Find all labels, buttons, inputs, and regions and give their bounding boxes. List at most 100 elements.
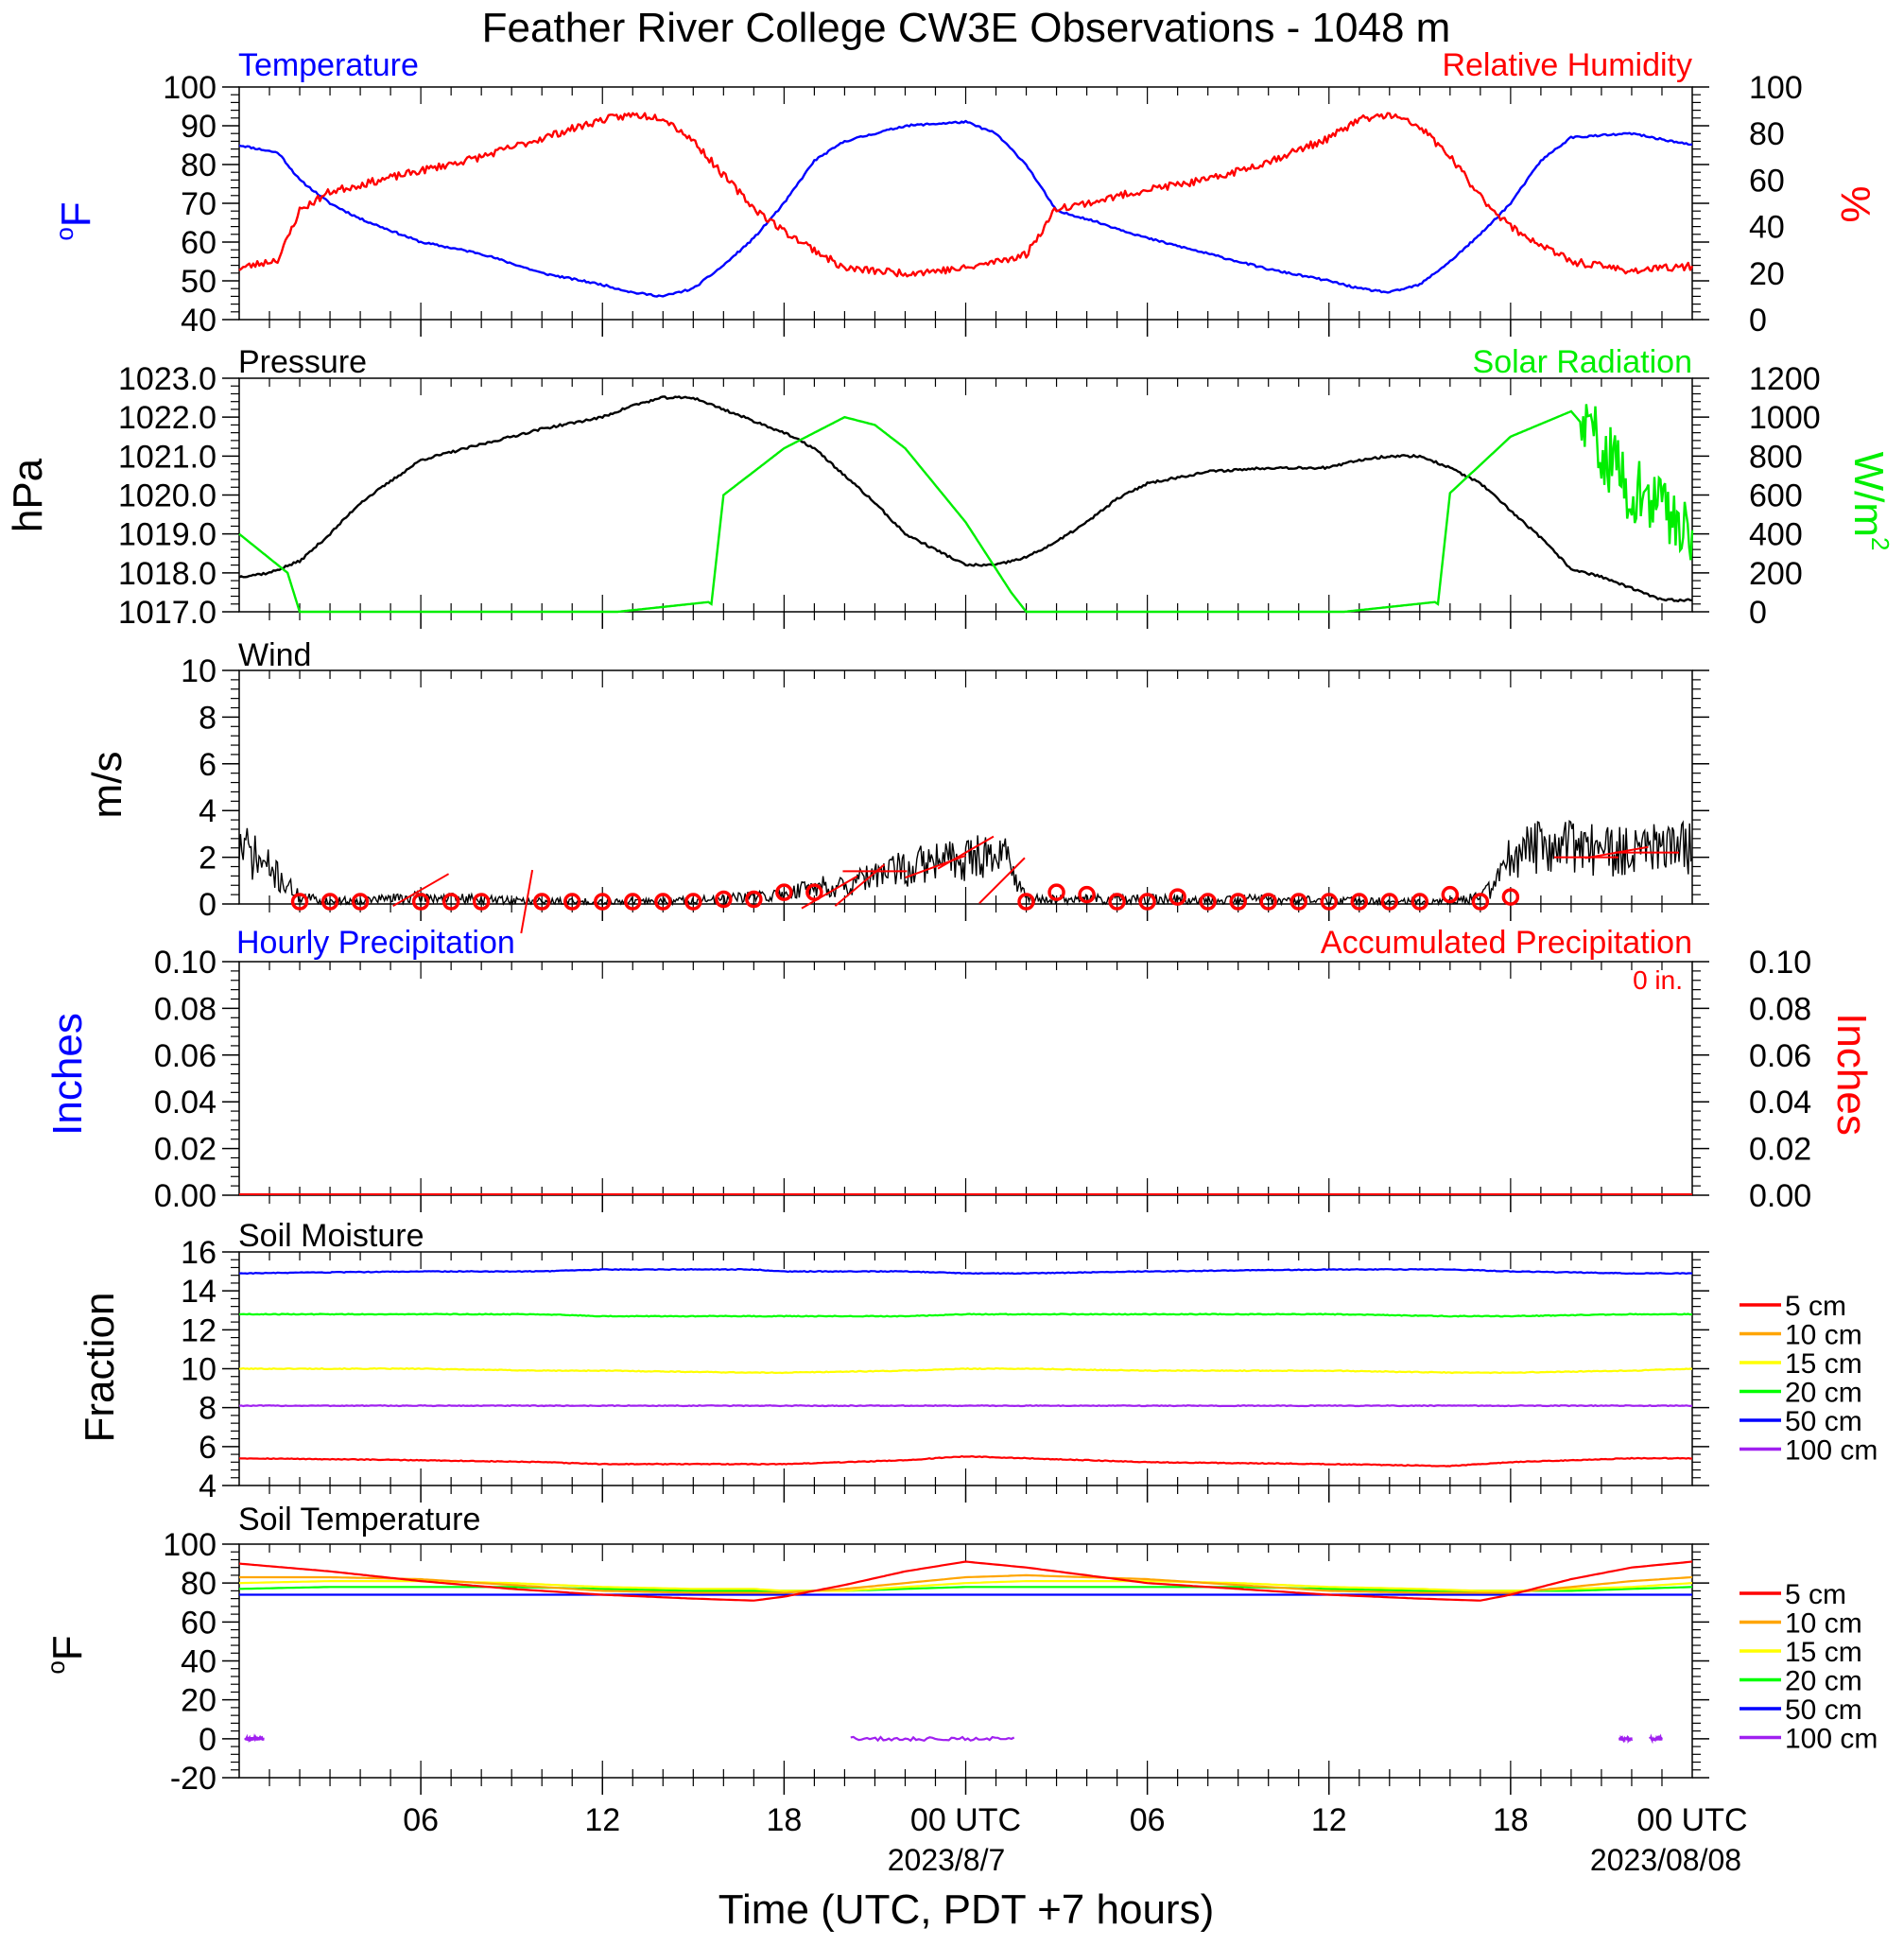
humidity-unit: % — [1832, 185, 1878, 222]
temperature-left-tick-label: 40 — [181, 303, 216, 339]
humidity-series-line — [238, 112, 1694, 278]
wind-hourly-marker — [1078, 885, 1096, 904]
legend-label: 5 cm — [1785, 1291, 1846, 1322]
wind-hourly-marker — [1017, 893, 1035, 911]
pressure-left-tick-label: 1023.0 — [118, 361, 216, 397]
temperature-right-tick-label: 20 — [1749, 256, 1785, 292]
wind-hourly-marker — [715, 890, 733, 909]
legend-label: 100 cm — [1785, 1724, 1878, 1755]
soil-temperature-series-line — [238, 1560, 1693, 1602]
pressure-unit: hPa — [5, 458, 51, 532]
humidity-title: Relative Humidity — [1442, 47, 1692, 83]
soil-moisture-left-tick-label: 12 — [181, 1312, 216, 1348]
pressure-right-tick-label: 600 — [1749, 478, 1803, 514]
pressure-series-line — [238, 395, 1693, 602]
wind-hourly-marker — [805, 883, 823, 901]
svg-text:oF: oF — [50, 201, 99, 240]
wind-hourly-marker — [1471, 893, 1490, 911]
pressure-left-tick-label: 1018.0 — [118, 556, 216, 592]
soil-temperature-100cm-line — [1649, 1733, 1663, 1745]
svg-text:W/m2: W/m2 — [1845, 452, 1895, 551]
wind-axes: 10 8 6 4 2 0 — [181, 653, 1709, 934]
soil-moisture-series-line — [238, 1312, 1693, 1318]
wind-hourly-marker — [1229, 893, 1247, 911]
wind-hourly-marker — [1259, 893, 1277, 911]
legend-label: 10 cm — [1785, 1608, 1862, 1640]
soil-moisture-left-tick-label: 16 — [181, 1235, 216, 1271]
wind-left-tick-label: 6 — [199, 747, 216, 783]
wind-hourly-marker — [351, 893, 370, 911]
soil-temperature-left-tick-label: 0 — [199, 1722, 216, 1758]
soil-temperature-left-tick-label: 40 — [181, 1644, 216, 1680]
legend-label: 15 cm — [1785, 1348, 1862, 1380]
temperature-right-tick-label: 80 — [1749, 116, 1785, 152]
precipitation-right-tick-label: 0.08 — [1749, 991, 1811, 1027]
temperature-left-tick-label: 70 — [181, 186, 216, 222]
hourly-precip-title: Hourly Precipitation — [236, 925, 515, 961]
solar-series-line — [238, 404, 1694, 614]
pressure-right-tick-label: 0 — [1749, 595, 1767, 631]
pressure-right-tick-label: 400 — [1749, 517, 1803, 553]
wind-hourly-marker — [1320, 893, 1338, 911]
legend-label: 100 cm — [1785, 1435, 1878, 1467]
wind-hourly-marker — [532, 893, 551, 911]
wind-hourly-marker — [1411, 893, 1429, 911]
pressure-right-tick-label: 800 — [1749, 439, 1803, 475]
precipitation-right-tick-label: 0.02 — [1749, 1132, 1811, 1168]
pressure-left-tick-label: 1021.0 — [118, 439, 216, 475]
soil-temperature-100cm-line — [244, 1733, 265, 1744]
wind-hourly-marker — [1168, 888, 1186, 906]
wind-hourly-marker — [1138, 893, 1156, 911]
precipitation-right-tick-label: 0.00 — [1749, 1178, 1811, 1214]
soil-temperature-left-tick-label: 20 — [181, 1683, 216, 1719]
soil-moisture-series-line — [238, 1366, 1693, 1375]
precipitation-right-tick-label: 0.10 — [1749, 945, 1811, 981]
soil-temperature-unit-degree: o — [42, 1660, 70, 1674]
wind-direction-mark — [978, 857, 1026, 905]
wind-hourly-marker — [654, 893, 672, 911]
temperature-right-tick-label: 40 — [1749, 210, 1785, 246]
legend-label: 20 cm — [1785, 1378, 1862, 1409]
x-tick-label: 00 UTC — [910, 1802, 1021, 1838]
precipitation-axes: 0.10 0.08 0.06 0.04 0.02 0.00 0.10 0.08 0.06 0.04… — [154, 945, 1811, 1214]
precipitation-left-tick-label: 0.04 — [154, 1085, 216, 1121]
temperature-left-tick-label: 80 — [181, 148, 216, 183]
precipitation-left-tick-label: 0.00 — [154, 1178, 216, 1214]
pressure-left-tick-label: 1019.0 — [118, 517, 216, 553]
x-tick-label: 18 — [766, 1802, 802, 1838]
accum-precip-unit: Inches — [1828, 1013, 1875, 1136]
soil-moisture-series-line — [238, 1454, 1692, 1468]
wind-hourly-marker — [684, 893, 702, 911]
soil-moisture-series-line — [238, 1404, 1693, 1408]
wind-hourly-marker — [441, 893, 460, 911]
accum-precip-title: Accumulated Precipitation — [1321, 925, 1692, 961]
legend-label: 15 cm — [1785, 1637, 1862, 1668]
x-tick-label: 06 — [1130, 1802, 1166, 1838]
wind-hourly-marker — [1047, 883, 1065, 901]
wind-hourly-marker — [1199, 893, 1217, 911]
precipitation-left-tick-label: 0.02 — [154, 1132, 216, 1168]
soil-temperature-unit-letter: F — [44, 1635, 91, 1660]
soil-temperature-left-tick-label: -20 — [170, 1761, 216, 1797]
pressure-left-tick-label: 1022.0 — [118, 400, 216, 436]
wind-direction-mark — [520, 869, 534, 934]
temperature-unit-letter: F — [53, 201, 99, 227]
panel-pressure-solar: Pressure Solar Radiation 1023.01022.0102… — [5, 344, 1895, 631]
solar-unit-sup: 2 — [1866, 537, 1895, 550]
temperature-left-tick-label: 50 — [181, 264, 216, 300]
soil-moisture-left-tick-label: 10 — [181, 1352, 216, 1388]
wind-hourly-marker — [320, 893, 339, 911]
solar-unit: W/m2 — [1845, 452, 1895, 551]
wind-left-tick-label: 8 — [199, 700, 216, 736]
wind-title: Wind — [238, 637, 311, 673]
svg-text:oF: oF — [42, 1635, 91, 1674]
temperature-left-tick-label: 90 — [181, 109, 216, 145]
pressure-right-tick-label: 1000 — [1749, 400, 1821, 436]
wind-left-tick-label: 0 — [199, 887, 216, 923]
precipitation-left-tick-label: 0.08 — [154, 991, 216, 1027]
temperature-left-tick-label: 100 — [163, 70, 216, 106]
pressure-left-tick-label: 1017.0 — [118, 595, 216, 631]
